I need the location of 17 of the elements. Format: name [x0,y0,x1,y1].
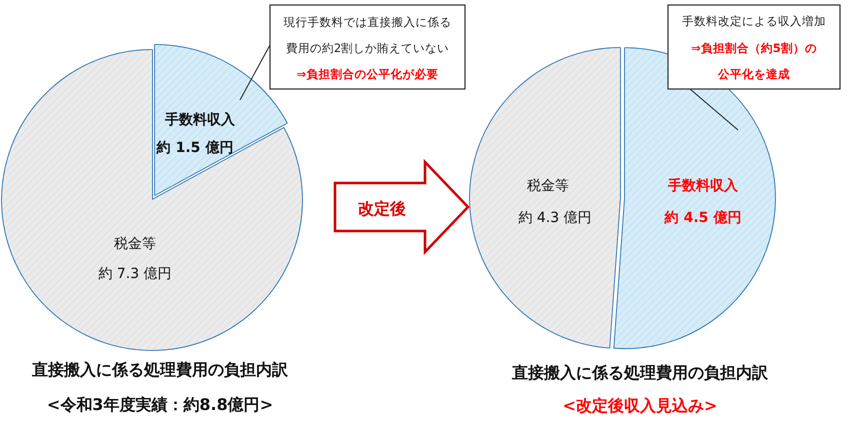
slice-label: 手数料収入 [667,177,739,194]
slice-label: 税金等 [114,236,156,252]
data-label: 約 7.3 億円 [98,266,172,282]
text: <改定後収入見込み> [562,396,718,415]
text: 直接搬入に係る処理費用の負担内訳 [511,363,769,382]
data-label: 約 4.3 億円 [518,210,592,226]
text: 手数料改定による収入増加 [682,14,826,28]
text: 改定後 [358,199,406,218]
text: 直接搬入に係る処理費用の負担内訳 [31,360,289,379]
text: ⇒負担割合（約5割）の [691,41,817,55]
slice-label: 税金等 [527,178,569,194]
text: <令和3年度実績：約8.8億円> [46,395,274,414]
text: 費用の約2割しか賄えていない [286,41,450,55]
text: 現行手数料では直接搬入に係る [284,15,452,29]
text: ⇒負担割合の公平化が必要 [296,67,438,81]
text: 公平化を達成 [717,67,790,81]
data-label: 約 4.5 億円 [664,209,742,226]
